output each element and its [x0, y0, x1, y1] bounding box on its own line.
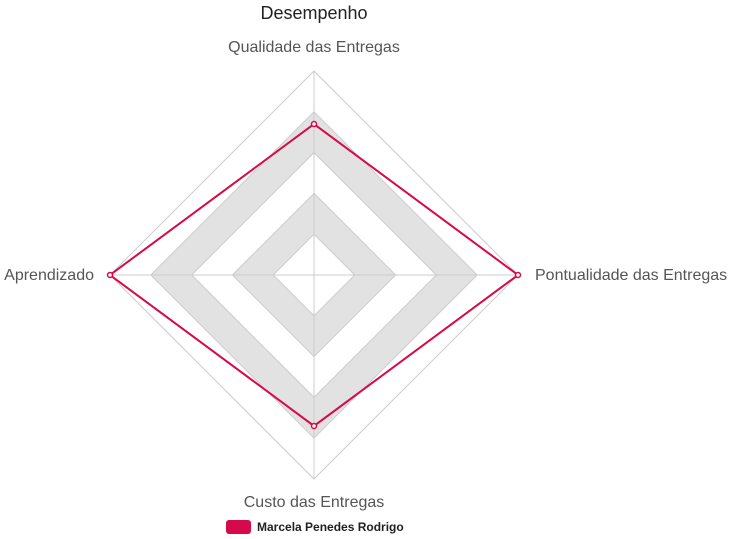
axis-label-pontualidade: Pontualidade das Entregas — [535, 267, 727, 284]
series-point-0[interactable] — [310, 120, 318, 128]
series-layer — [106, 120, 522, 430]
chart-title: Desempenho — [260, 3, 367, 23]
axis-labels: Qualidade das Entregas Pontualidade das … — [4, 39, 727, 511]
legend-swatch[interactable] — [226, 520, 251, 534]
series-point-1[interactable] — [514, 271, 522, 279]
legend-label[interactable]: Marcela Penedes Rodrigo — [257, 520, 404, 534]
axis-label-custo: Custo das Entregas — [244, 494, 385, 511]
legend[interactable]: Marcela Penedes Rodrigo — [226, 520, 404, 534]
series-point-3[interactable] — [106, 271, 114, 279]
axis-label-aprendizado: Aprendizado — [4, 267, 94, 284]
series-point-2[interactable] — [310, 422, 318, 430]
grid-spokes — [110, 71, 518, 479]
axis-label-qualidade: Qualidade das Entregas — [228, 39, 400, 56]
